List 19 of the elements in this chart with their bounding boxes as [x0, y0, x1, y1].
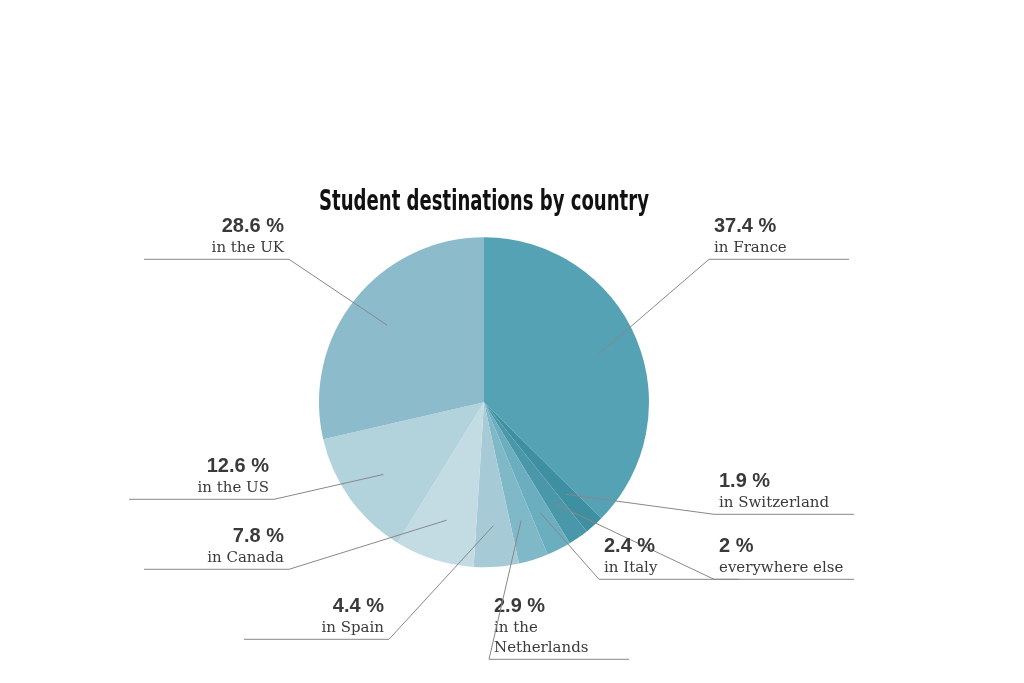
chart-title: Student destinations by country	[319, 183, 649, 218]
data-label: 1.9 %	[719, 469, 771, 492]
data-label: 2.9 %	[494, 594, 546, 617]
slice-label: in Spain	[321, 618, 385, 637]
slice-label: in the Netherlands	[494, 618, 589, 657]
slice-label: in Italy	[604, 558, 658, 577]
slice-label: in the US	[197, 478, 269, 497]
data-label: 4.4 %	[332, 594, 385, 617]
slice-label: in Canada	[207, 548, 285, 567]
slice-label: in France	[714, 238, 787, 257]
data-label: 12.6 %	[206, 454, 270, 477]
slice-label: everywhere else	[719, 558, 844, 577]
data-label: 28.6 %	[221, 214, 285, 237]
data-label: 7.8 %	[232, 524, 285, 547]
data-label: 37.4 %	[714, 214, 777, 237]
slice-label: in the UK	[211, 238, 285, 257]
data-label: 2 %	[719, 534, 754, 557]
slice-label: in Switzerland	[719, 493, 830, 512]
data-label: 2.4 %	[604, 534, 656, 557]
